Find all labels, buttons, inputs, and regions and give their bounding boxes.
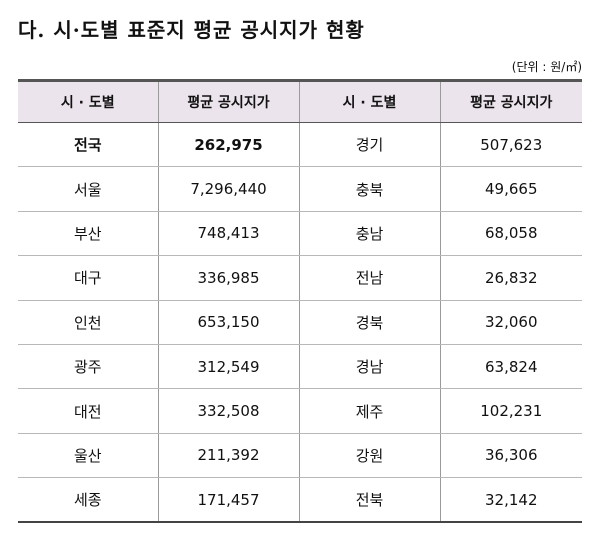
price-cell: 32,060	[439, 300, 582, 345]
table-row: 울산 211,392 강원 36,306	[18, 433, 582, 479]
land-price-table: 시 · 도별 평균 공시지가 시 · 도별 평균 공시지가 전국 262,975…	[18, 79, 582, 524]
region-cell: 제주	[298, 388, 440, 434]
region-cell: 서울	[18, 166, 158, 212]
header-price-right: 평균 공시지가	[439, 79, 582, 123]
region-cell: 충남	[298, 211, 440, 257]
price-cell: 653,150	[157, 300, 299, 345]
header-price-left: 평균 공시지가	[157, 79, 299, 123]
table-row: 대구 336,985 전남 26,832	[18, 255, 582, 301]
region-cell: 대전	[18, 388, 158, 434]
region-cell: 전국	[18, 122, 158, 168]
table-row: 전국 262,975 경기 507,623	[18, 122, 582, 168]
region-cell: 세종	[18, 477, 158, 524]
region-cell: 경북	[298, 300, 440, 345]
price-cell: 36,306	[439, 433, 582, 479]
price-cell: 26,832	[439, 255, 582, 301]
price-cell: 68,058	[439, 211, 582, 257]
price-cell: 312,549	[157, 344, 299, 390]
region-cell: 전남	[298, 255, 440, 301]
price-cell: 336,985	[157, 255, 299, 301]
price-cell: 507,623	[439, 122, 582, 168]
price-cell: 32,142	[439, 477, 582, 524]
page-title: 다. 시·도별 표준지 평균 공시지가 현황	[18, 18, 365, 42]
region-cell: 전북	[298, 477, 440, 524]
price-cell: 171,457	[157, 477, 299, 524]
unit-note: (단위 : 원/㎡)	[511, 60, 582, 74]
table-row: 대전 332,508 제주 102,231	[18, 388, 582, 434]
price-cell: 49,665	[439, 166, 582, 212]
price-cell: 63,824	[439, 344, 582, 390]
region-cell: 광주	[18, 344, 158, 390]
region-cell: 울산	[18, 433, 158, 479]
region-cell: 부산	[18, 211, 158, 257]
header-region-left: 시 · 도별	[18, 79, 158, 123]
price-cell: 262,975	[157, 122, 299, 168]
table-row: 서울 7,296,440 충북 49,665	[18, 166, 582, 212]
region-cell: 경남	[298, 344, 440, 390]
header-region-right: 시 · 도별	[298, 79, 440, 123]
region-cell: 인천	[18, 300, 158, 345]
table-row: 세종 171,457 전북 32,142	[18, 477, 582, 524]
price-cell: 7,296,440	[157, 166, 299, 212]
region-cell: 경기	[298, 122, 440, 168]
price-cell: 102,231	[439, 388, 582, 434]
price-cell: 211,392	[157, 433, 299, 479]
region-cell: 대구	[18, 255, 158, 301]
table-row: 부산 748,413 충남 68,058	[18, 211, 582, 257]
price-cell: 748,413	[157, 211, 299, 257]
table-header-row: 시 · 도별 평균 공시지가 시 · 도별 평균 공시지가	[18, 79, 582, 123]
price-cell: 332,508	[157, 388, 299, 434]
region-cell: 충북	[298, 166, 440, 212]
table-row: 인천 653,150 경북 32,060	[18, 300, 582, 345]
table-row: 광주 312,549 경남 63,824	[18, 344, 582, 390]
region-cell: 강원	[298, 433, 440, 479]
